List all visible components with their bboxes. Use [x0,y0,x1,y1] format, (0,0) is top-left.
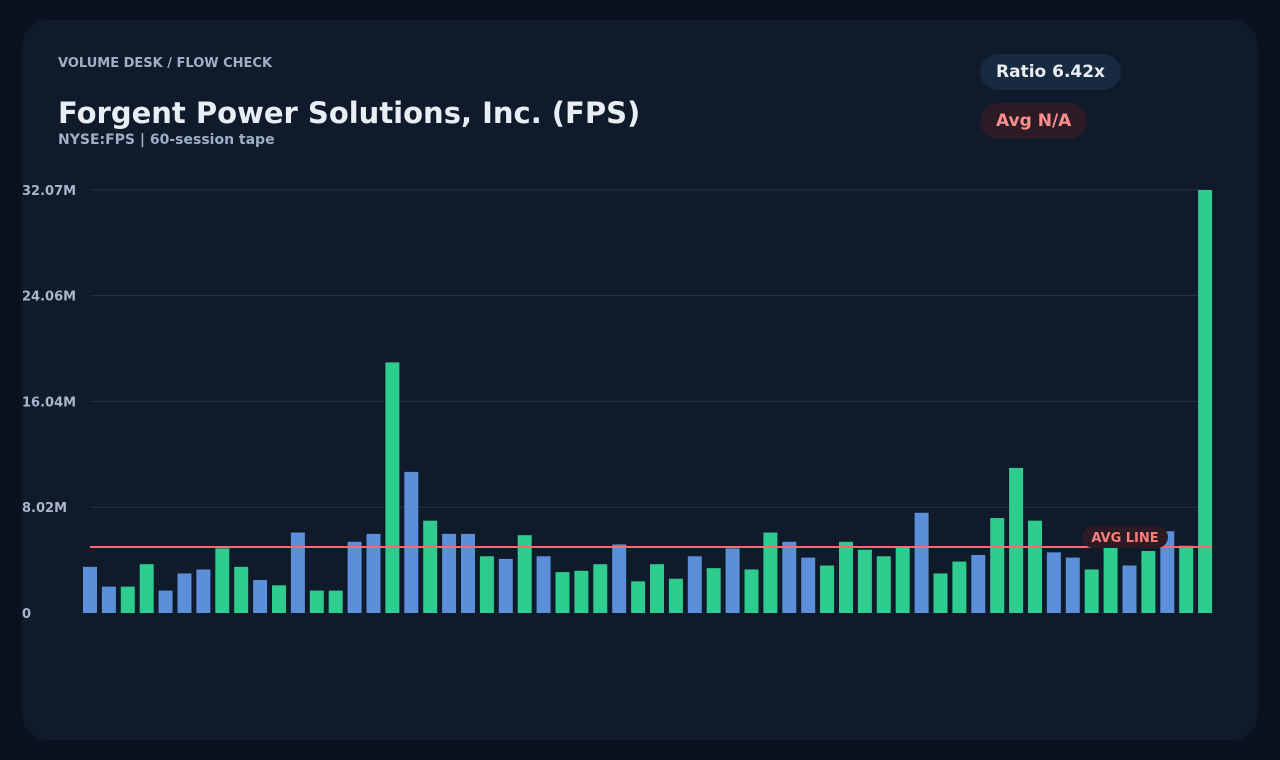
volume-bar [725,548,740,613]
volume-bar [83,566,97,613]
y-tick-label: 24.06M [22,290,76,305]
volume-bar [253,580,268,613]
y-tick-label: 32.07M [22,184,76,199]
volume-bar [687,556,702,613]
y-tick-label: 8.02M [22,501,67,516]
volume-bar [385,362,400,613]
volume-bar [404,471,419,613]
ratio-badge: Ratio 6.42x [980,54,1122,90]
volume-bar [517,535,532,613]
volume-bar [876,556,891,613]
avg-badge: Avg N/A [980,103,1088,139]
volume-bar [631,581,646,613]
volume-bar [461,533,475,613]
volume-bar [763,532,778,613]
volume-bar [1179,545,1194,613]
volume-bar [990,518,1005,613]
volume-bar [120,586,135,613]
volume-bar [536,556,551,613]
page-title: Forgent Power Solutions, Inc. (FPS) [58,96,641,130]
volume-bar [744,569,759,613]
page-subtitle: NYSE:FPS | 60-session tape [58,132,275,148]
volume-bar [309,590,324,613]
volume-bar [498,558,513,613]
volume-bar [423,520,438,613]
chart-card [22,20,1258,740]
volume-bar [101,586,116,613]
volume-bar [820,565,835,613]
y-tick-label: 16.04M [22,395,76,410]
volume-bar [668,578,683,613]
volume-bar [933,573,948,613]
breadcrumb: VOLUME DESK / FLOW CHECK [58,56,273,71]
volume-bar [290,532,305,613]
volume-bar [366,533,381,613]
volume-bar [215,548,230,613]
volume-bar [857,549,872,613]
volume-bar [555,572,570,613]
volume-bar [196,569,211,613]
volume-bar [1141,551,1156,613]
volume-bar [1065,557,1080,613]
volume-bar [1122,565,1137,613]
volume-bar [479,556,494,613]
volume-bar [177,573,192,613]
volume-bar [782,541,797,613]
volume-bar [1198,190,1213,613]
volume-bar [1103,545,1118,613]
volume-bar [706,568,721,613]
volume-bar [1009,467,1024,613]
volume-bar [801,557,816,613]
volume-bar [895,547,910,613]
avg-line-label: AVG LINE [1091,531,1158,546]
volume-bar [914,512,929,613]
volume-bar [593,564,608,613]
volume-bar [139,564,154,613]
volume-bar [839,541,853,613]
volume-bar [1046,552,1061,613]
volume-bar [971,554,986,613]
volume-bar [1028,520,1042,613]
volume-bar [1084,569,1099,613]
volume-bar [347,541,362,613]
volume-bar [952,561,967,613]
volume-bar [158,590,173,613]
volume-bar [442,533,457,613]
volume-bar [574,570,589,613]
volume-bar [650,564,664,613]
volume-bar [1160,531,1175,613]
avg-line-tag [1082,526,1168,549]
y-tick-label: 0 [22,607,31,622]
volume-bar [272,585,286,613]
volume-bar [234,566,249,613]
volume-bar [328,590,343,613]
volume-bar [612,544,627,613]
